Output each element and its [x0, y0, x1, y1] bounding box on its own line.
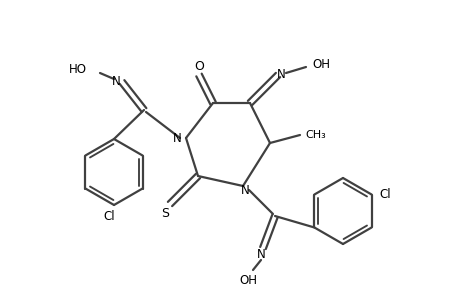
Text: S: S	[161, 208, 168, 220]
Text: N: N	[172, 131, 181, 145]
Text: N: N	[276, 68, 285, 80]
Text: OH: OH	[311, 58, 329, 70]
Text: OH: OH	[239, 274, 257, 287]
Text: Cl: Cl	[103, 211, 115, 224]
Text: N: N	[240, 184, 249, 197]
Text: N: N	[256, 248, 265, 262]
Text: CH₃: CH₃	[305, 130, 326, 140]
Text: HO: HO	[69, 62, 87, 76]
Text: O: O	[194, 59, 203, 73]
Text: Cl: Cl	[379, 188, 391, 201]
Text: N: N	[112, 74, 120, 88]
